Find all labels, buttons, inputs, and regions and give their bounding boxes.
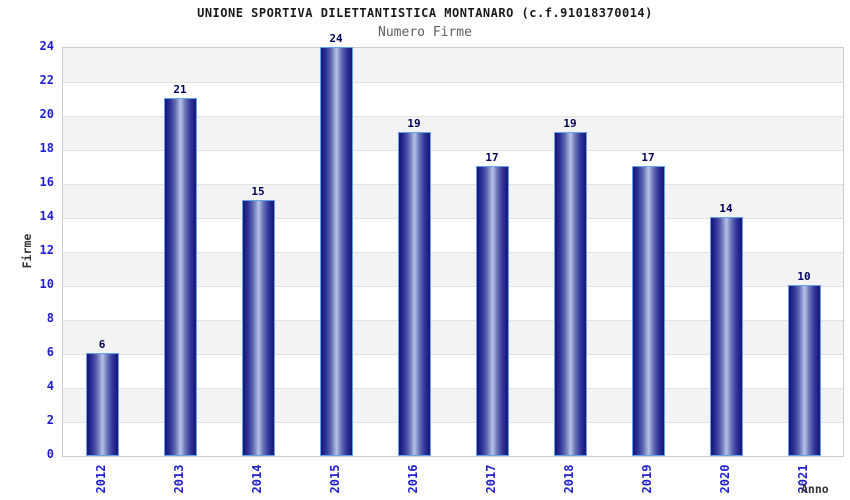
bar-2020 bbox=[709, 217, 743, 456]
gridline bbox=[63, 422, 843, 423]
bar-2021 bbox=[787, 285, 821, 456]
y-tick-18: 18 bbox=[39, 141, 54, 155]
x-tick-2014: 2014 bbox=[250, 464, 264, 494]
y-tick-20: 20 bbox=[39, 107, 54, 121]
x-tick-2017: 2017 bbox=[484, 464, 498, 494]
gridline bbox=[63, 116, 843, 117]
y-tick-22: 22 bbox=[39, 73, 54, 87]
x-tick-2016: 2016 bbox=[406, 464, 420, 494]
y-tick-24: 24 bbox=[39, 39, 54, 53]
gridline bbox=[63, 150, 843, 151]
bar-2015 bbox=[319, 47, 353, 456]
y-tick-12: 12 bbox=[39, 243, 54, 257]
y-tick-6: 6 bbox=[46, 345, 54, 359]
y-tick-16: 16 bbox=[39, 175, 54, 189]
x-tick-2013: 2013 bbox=[172, 464, 186, 494]
bar-value-label: 21 bbox=[173, 83, 187, 96]
gridline bbox=[63, 354, 843, 355]
x-tick-2015: 2015 bbox=[328, 464, 342, 494]
bar-value-label: 19 bbox=[407, 117, 421, 130]
bar-value-label: 10 bbox=[797, 270, 811, 283]
y-tick-4: 4 bbox=[46, 379, 54, 393]
y-tick-8: 8 bbox=[46, 311, 54, 325]
x-tick-2019: 2019 bbox=[640, 464, 654, 494]
gridline bbox=[63, 82, 843, 83]
gridline bbox=[63, 218, 843, 219]
bar-value-label: 6 bbox=[98, 338, 106, 351]
gridline bbox=[63, 252, 843, 253]
y-tick-10: 10 bbox=[39, 277, 54, 291]
bar-value-label: 14 bbox=[719, 202, 733, 215]
bar-2016 bbox=[397, 132, 431, 456]
bar-2017 bbox=[475, 166, 509, 456]
bar-2014 bbox=[241, 200, 275, 456]
y-tick-14: 14 bbox=[39, 209, 54, 223]
gridline bbox=[63, 286, 843, 287]
bar-value-label: 17 bbox=[641, 151, 655, 164]
y-axis-title: Firme bbox=[20, 233, 34, 269]
bar-2012 bbox=[85, 353, 119, 456]
bar-value-label: 17 bbox=[485, 151, 499, 164]
x-axis-title: Anno bbox=[801, 482, 829, 496]
x-tick-2012: 2012 bbox=[94, 464, 108, 494]
chart-title: UNIONE SPORTIVA DILETTANTISTICA MONTANAR… bbox=[197, 6, 653, 20]
y-tick-0: 0 bbox=[46, 447, 54, 461]
bar-2013 bbox=[163, 98, 197, 456]
plot-area: 6 21 15 24 19 17 19 17 14 10 bbox=[62, 32, 844, 457]
bar-value-label: 24 bbox=[329, 32, 343, 45]
x-tick-2020: 2020 bbox=[718, 464, 732, 494]
bar-2019 bbox=[631, 166, 665, 456]
bar-value-label: 19 bbox=[563, 117, 577, 130]
x-tick-2018: 2018 bbox=[562, 464, 576, 494]
gridline bbox=[63, 388, 843, 389]
gridline bbox=[63, 320, 843, 321]
chart-subtitle: Numero Firme bbox=[378, 25, 472, 40]
gridline bbox=[63, 184, 843, 185]
y-tick-2: 2 bbox=[46, 413, 54, 427]
bar-2018 bbox=[553, 132, 587, 456]
bar-value-label: 15 bbox=[251, 185, 265, 198]
plot-band bbox=[63, 48, 843, 82]
